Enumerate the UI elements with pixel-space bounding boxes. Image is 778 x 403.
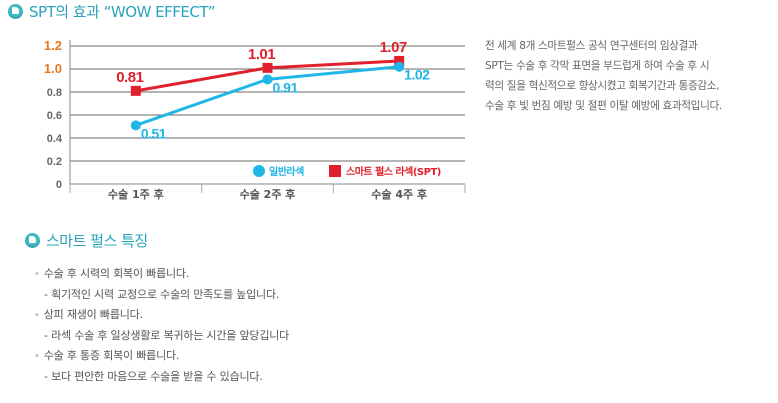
- description-line: SPT는 수술 후 각막 표면을 부드럽게 하여 수술 후 시: [485, 60, 710, 72]
- feature-item: • 상피 재생이 빠릅니다.: [34, 305, 289, 326]
- x-tick-label: 수술 2주 후: [240, 187, 296, 201]
- data-label: 0.51: [141, 125, 167, 141]
- legend-label-general: 일반라섹: [269, 165, 304, 178]
- data-point-general: [130, 120, 141, 131]
- feature-text: 상피 재생이 빠릅니다.: [43, 308, 143, 321]
- y-tick-label: 1.0: [44, 61, 62, 76]
- y-tick-label: 0: [56, 179, 62, 191]
- description-line: 수술 후 빛 번짐 예방 및 절편 이탈 예방에 효과적입니다.: [485, 100, 722, 112]
- y-tick-label: 0.6: [47, 110, 62, 122]
- y-tick-label: 0.2: [47, 156, 62, 168]
- feature-subtext: - 보다 편안한 마음으로 수술을 받을 수 있습니다.: [44, 370, 263, 383]
- data-label: 1.01: [248, 46, 275, 63]
- section-bullet-icon: [25, 233, 40, 248]
- section-bullet-icon: [8, 4, 23, 19]
- effect-line-chart: 1.2 1.0 0.8 0.6 0.4 0.2 0 수술 1주 후 수술 2주 후 수술 4주 후…: [44, 38, 466, 201]
- legend-label-spt: 스마트 펄스 라섹(SPT): [346, 165, 441, 178]
- data-point-general: [262, 74, 273, 85]
- effect-section-title: SPT의 효과 “WOW EFFECT”: [29, 3, 215, 21]
- feature-item: • 수술 후 시력의 회복이 빠릅니다.: [34, 264, 289, 285]
- data-label: 0.81: [116, 69, 143, 86]
- data-point-spt: [394, 55, 405, 66]
- bullet-dot-icon: •: [34, 269, 40, 280]
- description-line: 력의 질을 혁신적으로 향상시켰고 회복기간과 통증감소,: [485, 80, 720, 92]
- data-point-spt: [262, 62, 273, 73]
- feature-subtext: - 라섹 수술 후 일상생활로 복귀하는 시간을 앞당깁니다: [44, 329, 290, 342]
- bullet-dot-icon: •: [34, 351, 40, 362]
- legend-marker-spt: [329, 165, 341, 177]
- effect-description: 전 세계 8개 스마트펄스 공식 연구센터의 임상결과 SPT는 수술 후 각막…: [485, 36, 777, 116]
- data-label: 1.07: [380, 39, 407, 56]
- feature-text: 수술 후 통증 회복이 빠릅니다.: [43, 349, 180, 362]
- data-label: 1.02: [404, 67, 430, 83]
- y-tick-label: 0.4: [47, 133, 63, 145]
- features-section-title: 스마트 펄스 특징: [46, 232, 148, 250]
- features-list: • 수술 후 시력의 회복이 빠릅니다. - 획기적인 시력 교정으로 수술의 만…: [34, 264, 289, 387]
- feature-subtext: - 획기적인 시력 교정으로 수술의 만족도를 높입니다.: [44, 288, 280, 301]
- data-point-spt: [130, 85, 141, 96]
- feature-item: • 수술 후 통증 회복이 빠릅니다.: [34, 346, 289, 367]
- description-line: 전 세계 8개 스마트펄스 공식 연구센터의 임상결과: [485, 40, 698, 52]
- data-point-general: [394, 61, 405, 72]
- data-label: 0.91: [273, 79, 299, 95]
- feature-text: 수술 후 시력의 회복이 빠릅니다.: [43, 267, 190, 280]
- y-tick-label: 1.2: [44, 38, 62, 53]
- x-tick-label: 수술 1주 후: [108, 187, 164, 201]
- legend-marker-general: [253, 165, 265, 177]
- bullet-dot-icon: •: [34, 310, 40, 321]
- x-tick-label: 수술 4주 후: [371, 187, 427, 201]
- y-tick-label: 0.8: [47, 87, 62, 99]
